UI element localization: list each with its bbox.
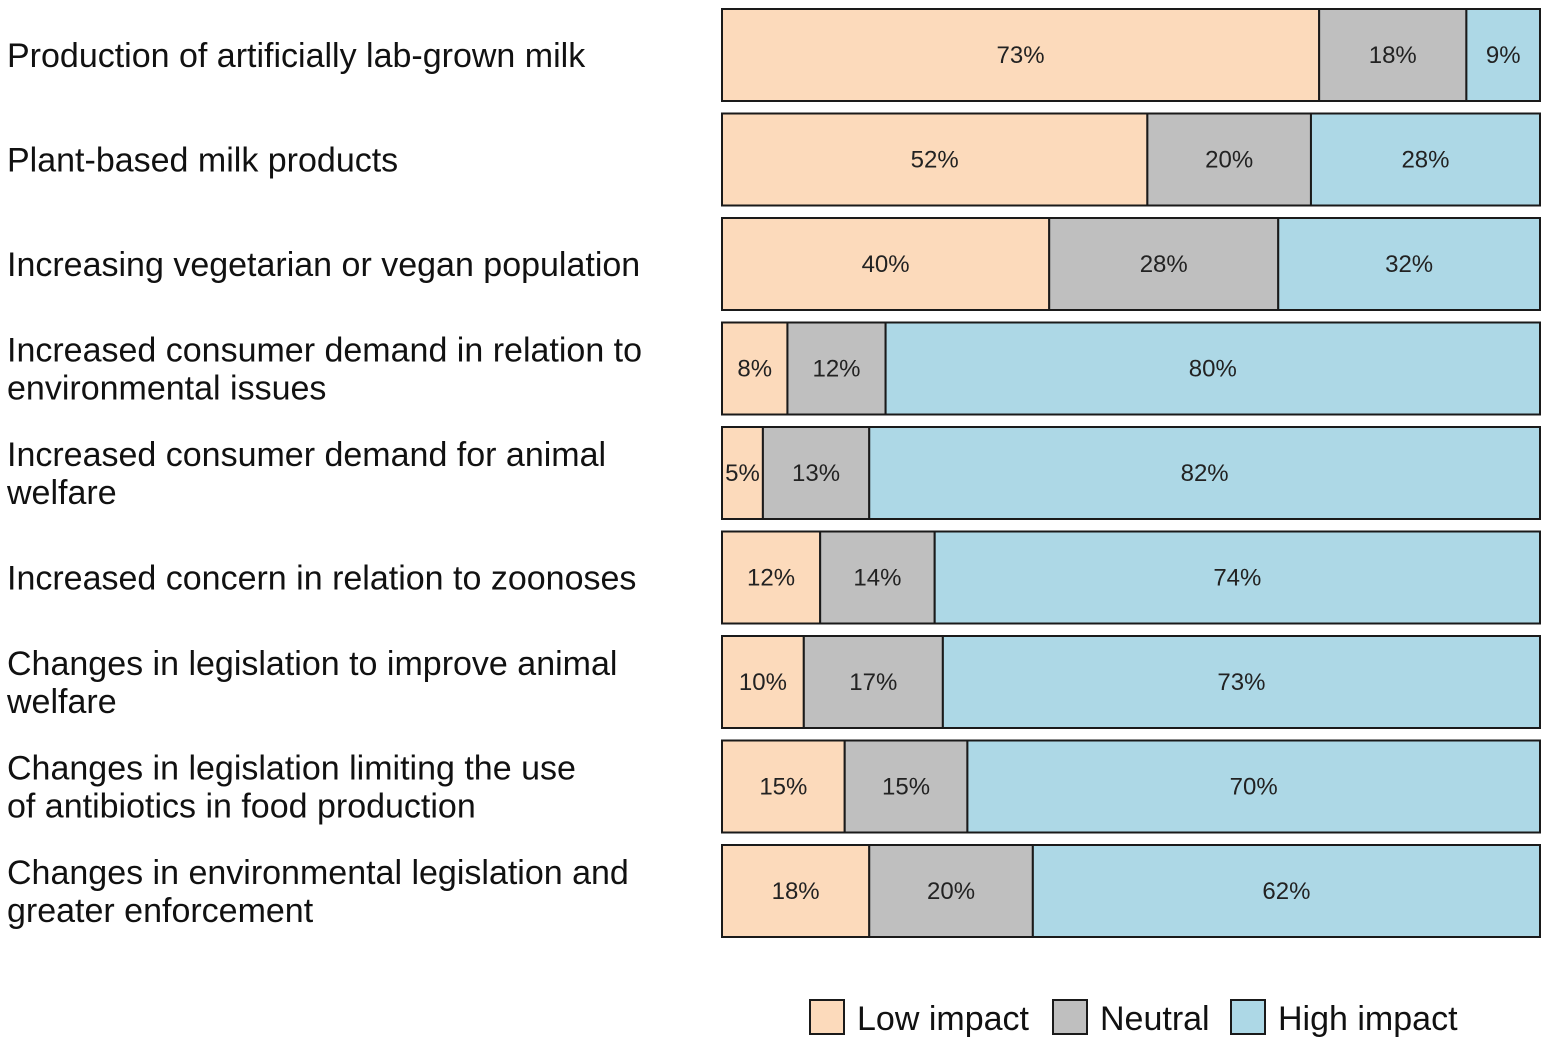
bar-segment-high-impact <box>933 530 1541 625</box>
bar-value-label: 82% <box>1181 460 1229 487</box>
bar-segment-high-impact <box>1465 8 1542 102</box>
category-label-line: Plant-based milk products <box>7 142 398 180</box>
category-label: Increased concern in relation to zoonose… <box>7 560 636 598</box>
bar-value-label: 80% <box>1189 356 1237 383</box>
category-label-line: environmental issues <box>7 370 326 408</box>
bars: 73% 18% 9% 52% 20% 28% 40% 28% 32% 8% 12% 80% 5% 13% 8… <box>721 8 1542 938</box>
legend-label: High impact <box>1278 1000 1458 1038</box>
bar-value-label: 14% <box>853 565 901 592</box>
bar-value-label: 20% <box>927 878 975 905</box>
bar-value-label: 70% <box>1230 774 1278 801</box>
bar-value-label: 40% <box>862 251 910 278</box>
bar-value-label: 18% <box>1369 42 1417 69</box>
bar-value-label: 73% <box>997 42 1045 69</box>
bar-segment-low-impact <box>721 635 805 729</box>
bar-value-label: 52% <box>911 147 959 174</box>
category-label-line: Increased consumer demand in relation to <box>7 332 642 370</box>
category-label-line: Increasing vegetarian or vegan populatio… <box>7 246 640 284</box>
category-label-line: Changes in legislation to improve animal <box>7 645 617 683</box>
bar-segment-high-impact <box>966 739 1541 834</box>
category-label: Production of artificially lab-grown mil… <box>7 37 586 75</box>
bar-segment-neutral <box>843 739 969 834</box>
category-labels: Production of artificially lab-grown mil… <box>6 37 642 930</box>
bar-value-label: 17% <box>849 669 897 696</box>
bar-segment-neutral <box>1048 217 1280 311</box>
legend-label: Neutral <box>1100 1000 1210 1038</box>
bar-value-label: 12% <box>747 565 795 592</box>
bar-segment-neutral <box>761 426 871 520</box>
bar-segment-low-impact <box>721 739 846 834</box>
bar-value-label: 10% <box>739 669 787 696</box>
bar-segment-low-impact <box>721 844 871 938</box>
bar-segment-neutral <box>802 635 944 729</box>
category-label: Increasing vegetarian or vegan populatio… <box>7 246 640 284</box>
category-label: Changes in legislation limiting the use o… <box>7 750 576 826</box>
bar-value-label: 74% <box>1213 565 1261 592</box>
legend-label: Low impact <box>857 1000 1030 1038</box>
bar-value-label: 5% <box>725 460 760 487</box>
bar-segment-high-impact <box>941 635 1541 729</box>
bar-value-label: 20% <box>1205 147 1253 174</box>
bar-value-label: 18% <box>772 878 820 905</box>
bar-value-label: 15% <box>759 774 807 801</box>
legend-swatch-high-impact <box>1230 999 1266 1035</box>
bar-segment-low-impact <box>721 321 789 416</box>
category-label: Increased consumer demand for animal welf… <box>6 436 606 512</box>
bar-value-label: 62% <box>1262 878 1310 905</box>
category-label-line: Increased concern in relation to zoonose… <box>7 560 636 598</box>
bar-value-label: 32% <box>1385 251 1433 278</box>
bar-segment-neutral <box>1318 8 1468 102</box>
category-label: Plant-based milk products <box>7 142 398 180</box>
bar-segment-low-impact <box>721 217 1051 311</box>
bar-value-label: 28% <box>1140 251 1188 278</box>
bar-value-label: 13% <box>792 460 840 487</box>
category-label-line: of antibiotics in food production <box>7 788 476 826</box>
legend: Low impact Neutral High impact <box>809 999 1458 1038</box>
category-label: Increased consumer demand in relation to… <box>7 332 642 408</box>
category-label-line: Production of artificially lab-grown mil… <box>7 37 586 75</box>
category-label-line: greater enforcement <box>7 892 314 930</box>
bar-segment-high-impact <box>868 426 1541 520</box>
bar-segment-high-impact <box>1309 112 1541 207</box>
bar-value-label: 9% <box>1486 42 1521 69</box>
bar-segment-low-impact <box>721 426 764 520</box>
bar-value-label: 8% <box>737 356 772 383</box>
legend-swatch-neutral <box>1052 999 1088 1035</box>
legend-swatch-low-impact <box>809 999 845 1035</box>
bar-segment-low-impact <box>721 112 1149 207</box>
category-label-line: welfare <box>6 474 117 512</box>
category-label-line: welfare <box>6 683 117 721</box>
bar-value-label: 15% <box>882 774 930 801</box>
bar-segment-neutral <box>1146 112 1312 207</box>
category-label-line: Changes in environmental legislation and <box>7 854 629 892</box>
bar-segment-high-impact <box>884 321 1541 416</box>
bar-value-label: 12% <box>812 356 860 383</box>
category-label-line: Changes in legislation limiting the use <box>7 750 576 788</box>
bar-value-label: 28% <box>1401 147 1449 174</box>
category-label: Changes in environmental legislation and… <box>7 854 629 930</box>
bar-value-label: 73% <box>1217 669 1265 696</box>
bar-segment-low-impact <box>721 530 822 625</box>
bar-segment-high-impact <box>1277 217 1541 311</box>
category-label: Changes in legislation to improve animal… <box>6 645 617 721</box>
bar-segment-low-impact <box>721 8 1321 102</box>
bar-segment-neutral <box>819 530 936 625</box>
bar-segment-high-impact <box>1031 844 1541 938</box>
category-label-line: Increased consumer demand for animal <box>7 436 606 474</box>
